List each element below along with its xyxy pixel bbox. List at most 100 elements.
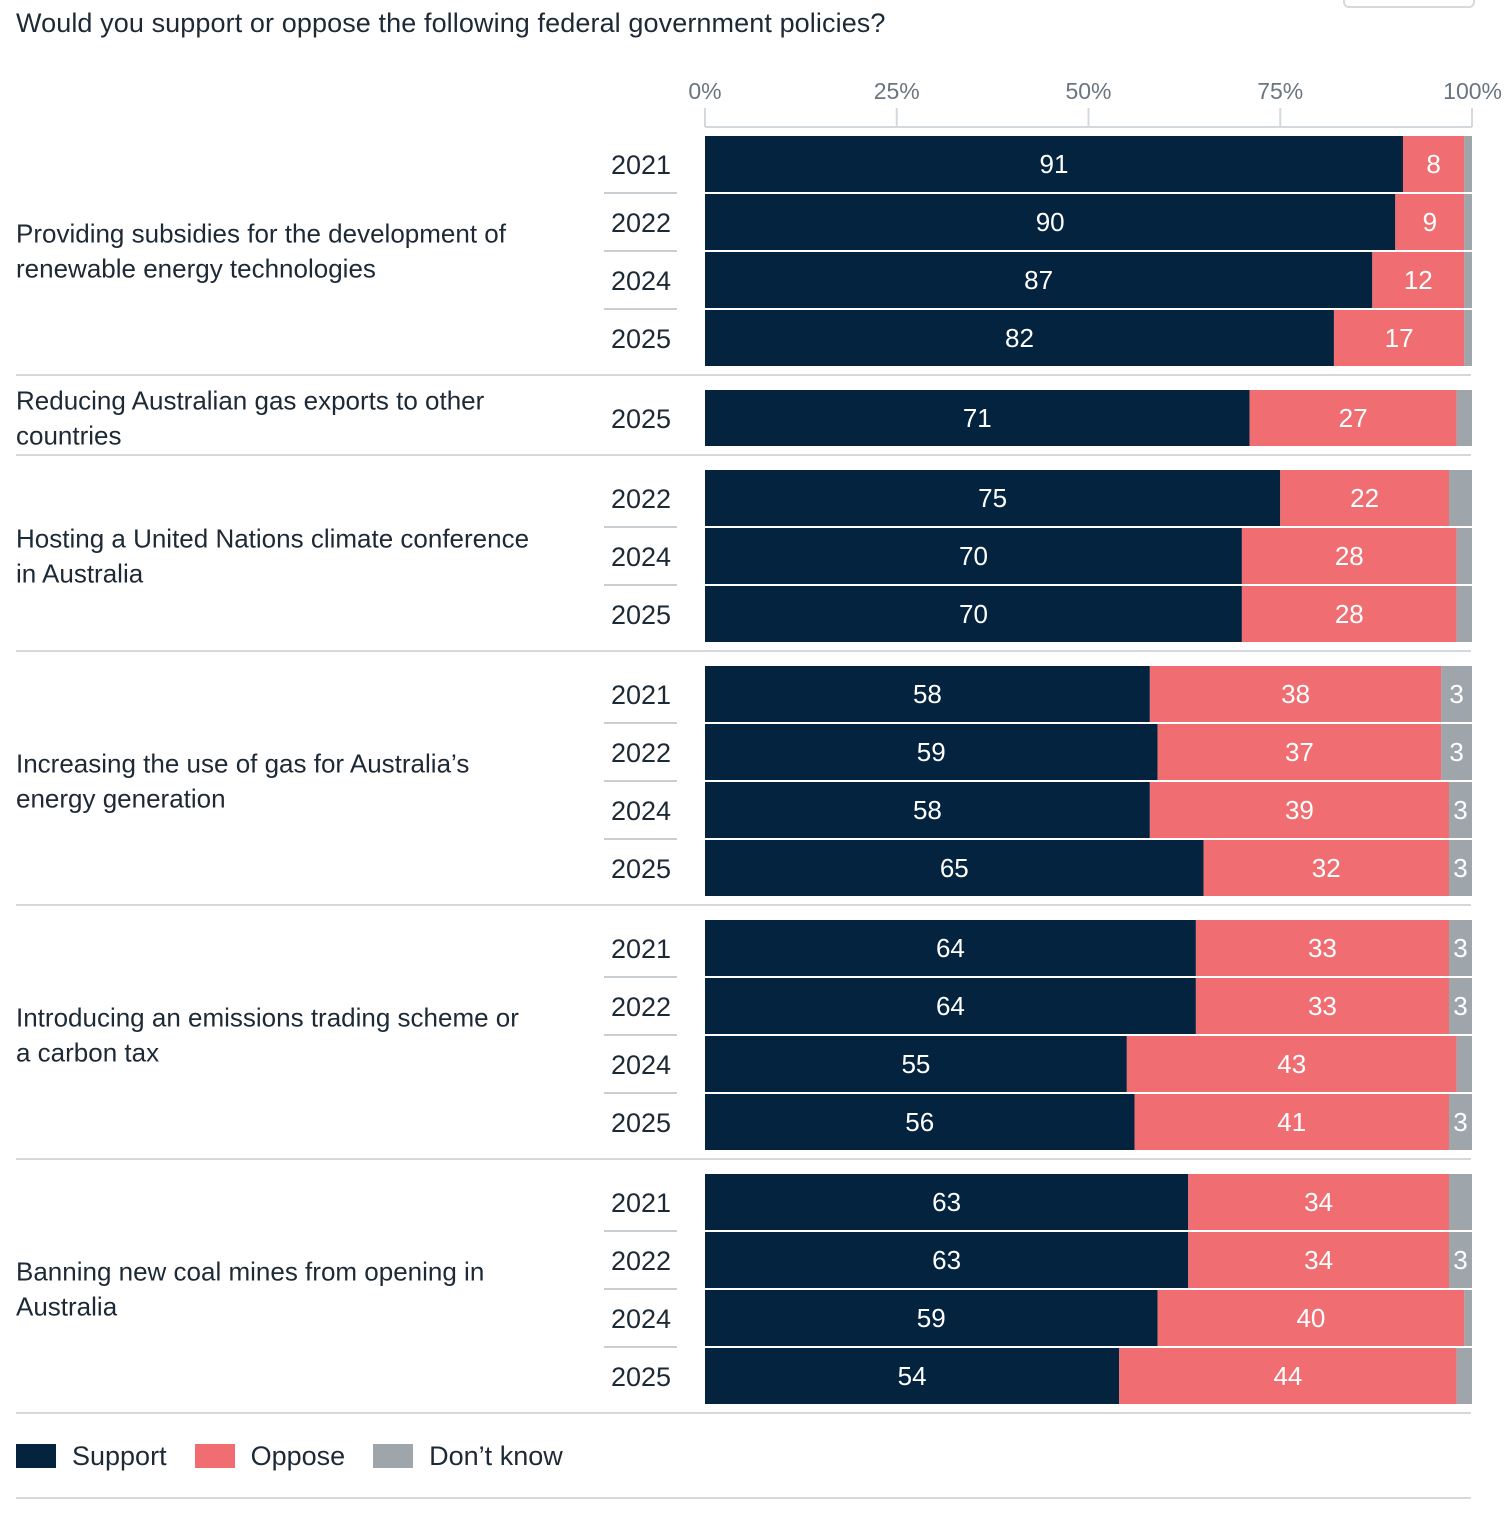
- group-label-line: Providing subsidies for the development …: [16, 219, 507, 249]
- bar-value-label: 56: [905, 1107, 934, 1137]
- bar-value-label: 12: [1404, 265, 1433, 295]
- bar-value-label: 3: [1453, 853, 1467, 883]
- bar-value-label: 70: [959, 541, 988, 571]
- bar-value-label: 64: [936, 991, 965, 1021]
- year-label: 2025: [611, 404, 671, 434]
- bar-segment-oppose: [1195, 978, 1449, 1034]
- year-label: 2025: [611, 854, 671, 884]
- bar-segment-support: [705, 136, 1403, 192]
- year-label: 2024: [611, 1050, 671, 1080]
- bar-segment-oppose: [1188, 1232, 1449, 1288]
- bar-value-label: 65: [940, 853, 969, 883]
- bar-value-label: 54: [898, 1361, 927, 1391]
- year-label: 2022: [611, 738, 671, 768]
- bar-segment-oppose: [1149, 666, 1442, 722]
- bar-segment-support: [705, 1348, 1120, 1404]
- year-label: 2025: [611, 600, 671, 630]
- bar-segment-dont-know: [1448, 1232, 1472, 1288]
- bar-segment-support: [705, 194, 1396, 250]
- year-label: 2021: [611, 680, 671, 710]
- bar-value-label: 3: [1453, 991, 1467, 1021]
- bar-segment-oppose: [1195, 920, 1449, 976]
- year-label: 2021: [611, 1188, 671, 1218]
- policy-group: Reducing Australian gas exports to other…: [16, 386, 1472, 456]
- year-label: 2021: [611, 934, 671, 964]
- group-label-line: energy generation: [16, 784, 226, 814]
- bar-segment-dont-know: [1441, 666, 1472, 722]
- bar-value-label: 28: [1335, 541, 1364, 571]
- group-label-line: Australia: [16, 1292, 118, 1322]
- group-label-line: countries: [16, 421, 122, 451]
- bar-segment-support: [705, 978, 1196, 1034]
- bar-segment-support: [705, 1290, 1158, 1346]
- bar-value-label: 59: [917, 1303, 946, 1333]
- bar-segment-support: [705, 528, 1242, 584]
- bar-segment-oppose: [1395, 194, 1465, 250]
- year-label: 2022: [611, 208, 671, 238]
- year-label: 2022: [611, 1246, 671, 1276]
- group-label-line: Increasing the use of gas for Australia’…: [16, 749, 469, 779]
- bar-segment-support: [705, 390, 1250, 446]
- bar-segment-dont-know: [1448, 978, 1472, 1034]
- bar-segment-support: [705, 1232, 1189, 1288]
- bar-segment-dont-know: [1464, 194, 1472, 250]
- year-label: 2024: [611, 796, 671, 826]
- bar-segment-support: [705, 782, 1150, 838]
- group-label: Hosting a United Nations climate confere…: [16, 524, 529, 589]
- legend: Support Oppose Don’t know: [16, 1438, 563, 1474]
- group-label-line: in Australia: [16, 559, 144, 589]
- bar-segment-dont-know: [1448, 782, 1472, 838]
- x-tick-label: 0%: [688, 78, 721, 104]
- legend-label-support: Support: [72, 1440, 167, 1471]
- bar-value-label: 3: [1453, 933, 1467, 963]
- bar-value-label: 70: [959, 599, 988, 629]
- policy-group: Banning new coal mines from opening in Au…: [16, 1174, 1472, 1404]
- legend-item-dont-know: Don’t know: [373, 1441, 563, 1472]
- bar-value-label: 28: [1335, 599, 1364, 629]
- bar-value-label: 3: [1453, 795, 1467, 825]
- bar-segment-oppose: [1149, 782, 1449, 838]
- stacked-bar-chart: 0% 25% 50% 75% 100% Providing subsidies for t…: [16, 78, 1502, 1404]
- bar-segment-dont-know: [1456, 390, 1472, 446]
- corner-tab[interactable]: [1343, 0, 1475, 8]
- bar-segment-support: [705, 666, 1150, 722]
- legend-label-oppose: Oppose: [250, 1440, 346, 1471]
- bar-segment-dont-know: [1448, 920, 1472, 976]
- bar-segment-dont-know: [1448, 470, 1472, 526]
- bar-value-label: 38: [1281, 679, 1310, 709]
- bar-segment-support: [705, 840, 1204, 896]
- group-label-line: Hosting a United Nations climate confere…: [16, 524, 529, 554]
- year-label: 2021: [611, 150, 671, 180]
- x-tick-label: 75%: [1257, 78, 1303, 104]
- bar-segment-oppose: [1119, 1348, 1457, 1404]
- group-label: Banning new coal mines from opening in Au…: [16, 1257, 484, 1322]
- bar-value-label: 8: [1426, 149, 1440, 179]
- policy-group: Hosting a United Nations climate confere…: [16, 470, 1472, 652]
- group-label: Providing subsidies for the development …: [16, 219, 507, 284]
- bar-value-label: 59: [917, 737, 946, 767]
- bar-segment-dont-know: [1456, 1348, 1472, 1404]
- bar-value-label: 3: [1453, 1245, 1467, 1275]
- bar-value-label: 33: [1308, 933, 1337, 963]
- bar-value-label: 58: [913, 795, 942, 825]
- bar-segment-oppose: [1241, 528, 1457, 584]
- bar-segment-dont-know: [1464, 1290, 1472, 1346]
- bar-segment-oppose: [1402, 136, 1465, 192]
- year-label: 2025: [611, 324, 671, 354]
- bar-value-label: 34: [1304, 1245, 1333, 1275]
- bar-segment-oppose: [1203, 840, 1449, 896]
- bar-value-label: 39: [1285, 795, 1314, 825]
- bar-segment-oppose: [1249, 390, 1457, 446]
- bar-segment-oppose: [1333, 310, 1465, 366]
- year-label: 2022: [611, 992, 671, 1022]
- bar-segment-dont-know: [1464, 136, 1472, 192]
- bar-value-label: 27: [1339, 403, 1368, 433]
- bar-segment-oppose: [1157, 1290, 1465, 1346]
- bar-segment-oppose: [1241, 586, 1457, 642]
- bar-value-label: 34: [1304, 1187, 1333, 1217]
- bar-value-label: 44: [1273, 1361, 1302, 1391]
- bar-segment-support: [705, 252, 1373, 308]
- year-label: 2025: [611, 1362, 671, 1392]
- bar-value-label: 17: [1385, 323, 1414, 353]
- bar-segment-support: [705, 1174, 1189, 1230]
